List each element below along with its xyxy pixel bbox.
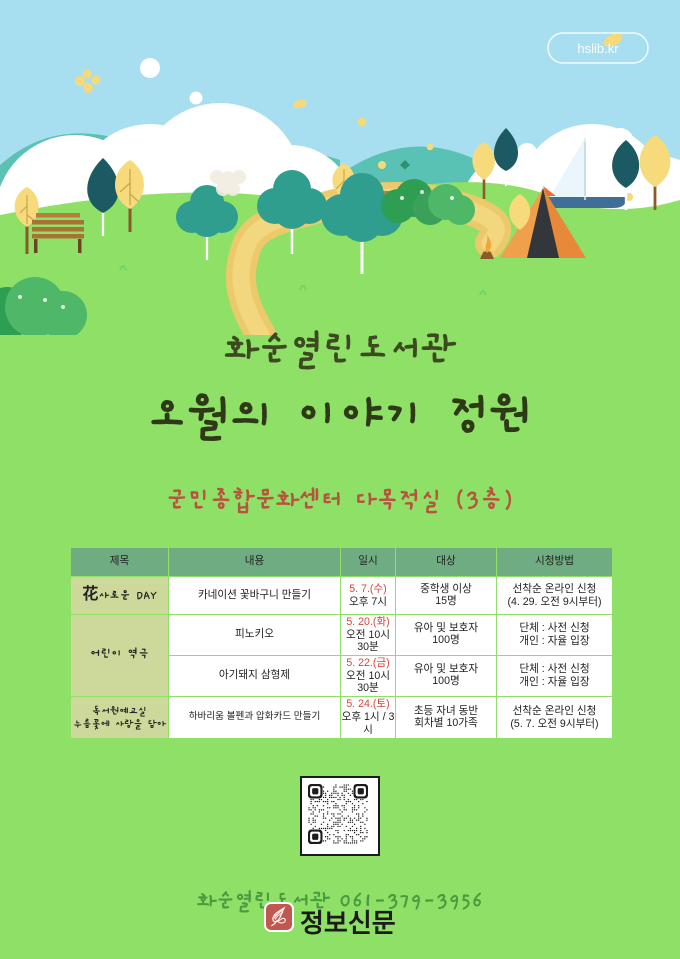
svg-text:hslib.kr: hslib.kr (577, 41, 619, 56)
